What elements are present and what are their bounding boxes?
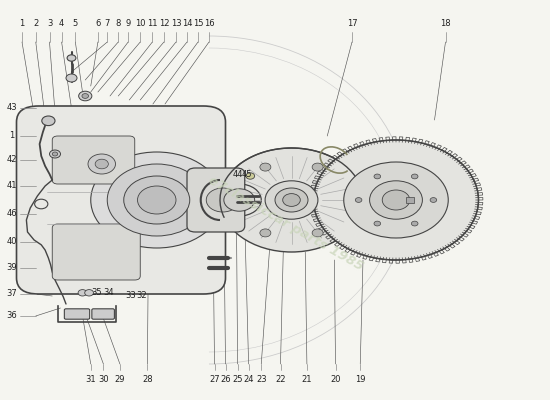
Text: 24: 24 xyxy=(243,375,254,384)
Text: 23: 23 xyxy=(256,375,267,384)
Text: 35: 35 xyxy=(91,288,102,297)
Circle shape xyxy=(374,221,381,226)
Circle shape xyxy=(78,290,87,296)
Text: 16: 16 xyxy=(204,19,214,28)
Text: 45: 45 xyxy=(241,170,252,178)
FancyBboxPatch shape xyxy=(92,309,114,319)
Text: 12: 12 xyxy=(158,19,169,28)
Circle shape xyxy=(430,198,437,202)
Circle shape xyxy=(196,181,249,219)
Text: 13: 13 xyxy=(170,19,182,28)
Circle shape xyxy=(206,188,239,212)
Circle shape xyxy=(246,173,255,179)
Circle shape xyxy=(95,159,108,169)
Circle shape xyxy=(374,174,381,179)
Circle shape xyxy=(50,150,60,158)
Circle shape xyxy=(66,74,77,82)
FancyBboxPatch shape xyxy=(16,106,226,294)
Circle shape xyxy=(312,229,323,237)
Text: 14: 14 xyxy=(182,19,192,28)
Text: 42: 42 xyxy=(7,156,18,164)
Text: 37: 37 xyxy=(7,290,18,298)
Circle shape xyxy=(189,175,257,225)
Text: 21: 21 xyxy=(301,375,312,384)
Circle shape xyxy=(88,154,116,174)
Text: 36: 36 xyxy=(7,312,18,320)
Circle shape xyxy=(370,181,422,219)
Text: 17: 17 xyxy=(346,19,358,28)
Text: 40: 40 xyxy=(7,238,18,246)
Circle shape xyxy=(312,163,323,171)
Circle shape xyxy=(224,189,255,211)
FancyBboxPatch shape xyxy=(187,168,245,232)
Circle shape xyxy=(382,190,410,210)
Text: 15: 15 xyxy=(192,19,204,28)
FancyBboxPatch shape xyxy=(52,224,140,280)
Circle shape xyxy=(138,186,176,214)
Text: 22: 22 xyxy=(275,375,286,384)
Text: 33: 33 xyxy=(125,292,136,300)
Text: 6: 6 xyxy=(95,19,101,28)
Circle shape xyxy=(344,162,448,238)
Text: 9: 9 xyxy=(125,19,131,28)
Circle shape xyxy=(79,91,92,101)
Text: 8: 8 xyxy=(116,19,121,28)
Circle shape xyxy=(124,176,190,224)
FancyBboxPatch shape xyxy=(64,309,90,319)
Text: 10: 10 xyxy=(135,19,146,28)
Text: 25: 25 xyxy=(232,375,243,384)
Circle shape xyxy=(411,174,418,179)
Text: 5: 5 xyxy=(73,19,78,28)
Circle shape xyxy=(91,152,223,248)
Circle shape xyxy=(314,140,478,260)
Circle shape xyxy=(411,221,418,226)
Text: 7: 7 xyxy=(104,19,110,28)
Circle shape xyxy=(107,164,206,236)
Text: 3: 3 xyxy=(47,19,52,28)
Circle shape xyxy=(265,181,318,219)
Bar xyxy=(406,197,414,203)
Text: 19: 19 xyxy=(355,375,366,384)
Circle shape xyxy=(260,163,271,171)
Text: 26: 26 xyxy=(220,375,231,384)
FancyBboxPatch shape xyxy=(52,136,135,184)
Text: 1: 1 xyxy=(19,19,25,28)
Circle shape xyxy=(52,152,58,156)
Text: 1: 1 xyxy=(9,132,15,140)
Text: 27: 27 xyxy=(209,375,220,384)
Circle shape xyxy=(42,116,55,126)
Circle shape xyxy=(82,94,89,98)
Text: 4: 4 xyxy=(59,19,64,28)
Text: 31: 31 xyxy=(85,375,96,384)
Text: 20: 20 xyxy=(330,375,341,384)
Text: 18: 18 xyxy=(440,19,451,28)
Text: 11: 11 xyxy=(147,19,158,28)
Circle shape xyxy=(260,229,271,237)
Text: 28: 28 xyxy=(142,375,153,384)
Text: 29: 29 xyxy=(114,375,125,384)
Circle shape xyxy=(67,55,76,61)
Text: 43: 43 xyxy=(7,104,18,112)
Circle shape xyxy=(355,198,362,202)
Text: 2: 2 xyxy=(33,19,39,28)
Circle shape xyxy=(275,188,308,212)
Text: 30: 30 xyxy=(98,375,109,384)
Text: 32: 32 xyxy=(136,292,147,300)
Circle shape xyxy=(220,148,363,252)
Circle shape xyxy=(283,194,300,206)
Text: e7classiccar parts 1985: e7classiccar parts 1985 xyxy=(206,174,366,274)
Text: 34: 34 xyxy=(103,288,114,297)
Text: 41: 41 xyxy=(7,182,18,190)
Circle shape xyxy=(85,290,94,296)
Text: 46: 46 xyxy=(7,210,18,218)
Text: 39: 39 xyxy=(7,264,18,272)
Text: 44: 44 xyxy=(232,170,243,178)
